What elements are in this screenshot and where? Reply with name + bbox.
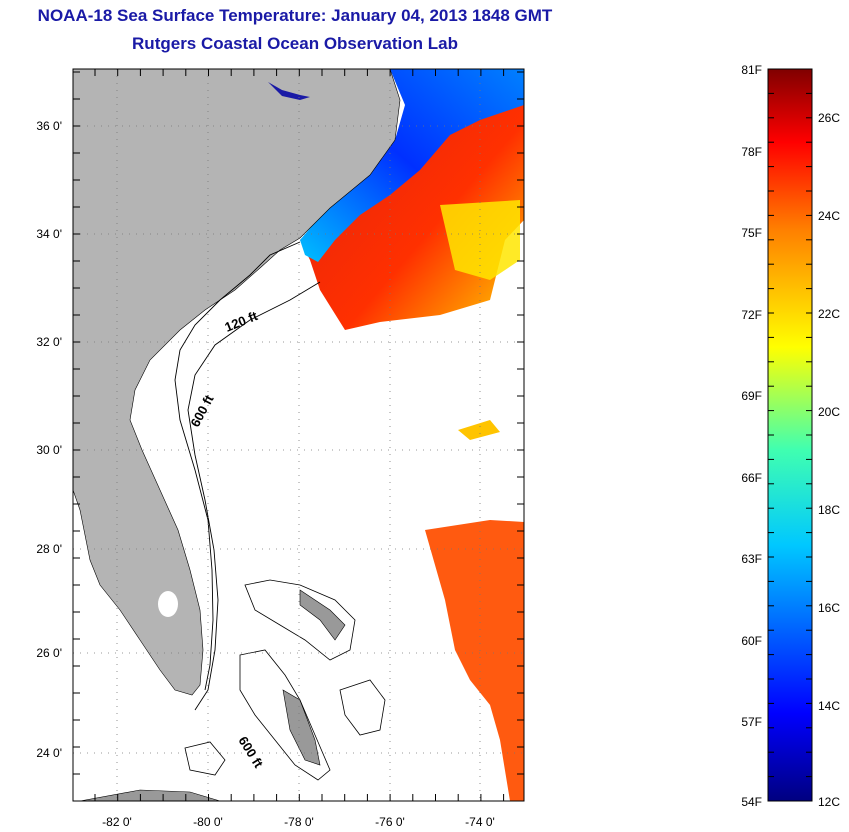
colorbar-f-label: 72F xyxy=(741,308,762,322)
lat-label: 32 0' xyxy=(36,335,62,349)
colorbar-f-label: 57F xyxy=(741,715,762,729)
lon-label: -80 0' xyxy=(193,815,223,829)
lat-label: 24 0' xyxy=(36,746,62,760)
colorbar-f-label: 81F xyxy=(741,63,762,77)
sst-swath-south xyxy=(425,520,524,801)
colorbar-ticks xyxy=(768,68,812,802)
map-frame xyxy=(72,68,525,802)
lon-label: -76 0' xyxy=(375,815,405,829)
lon-label: -78 0' xyxy=(284,815,314,829)
axis-ticks xyxy=(73,69,524,801)
colorbar-c-label: 18C xyxy=(818,503,840,517)
colorbar-c-label: 14C xyxy=(818,699,840,713)
graticule xyxy=(73,69,524,801)
lat-label: 30 0' xyxy=(36,443,62,457)
colorbar-f-label: 60F xyxy=(741,634,762,648)
map-title: NOAA-18 Sea Surface Temperature: January… xyxy=(37,6,553,25)
sst-warm-yellow-patch xyxy=(440,200,520,280)
contour-120ft xyxy=(174,241,301,691)
colorbar-f-label: 66F xyxy=(741,471,762,485)
lake xyxy=(158,591,178,617)
colorbar-c-label: 12C xyxy=(818,795,840,809)
contour-600ft xyxy=(187,281,321,711)
colorbar-f-label: 69F xyxy=(741,389,762,403)
colorbar-c-label: 16C xyxy=(818,601,840,615)
land-mainland xyxy=(73,69,401,696)
sst-small-patch xyxy=(458,420,500,440)
colorbar-c-label: 20C xyxy=(818,405,840,419)
colorbar-f-label: 75F xyxy=(741,226,762,240)
colorbar-c-label: 26C xyxy=(818,111,840,125)
lake-blue xyxy=(268,82,310,100)
contour-bahamas xyxy=(184,579,386,781)
lat-label: 28 0' xyxy=(36,542,62,556)
colorbar-f-label: 78F xyxy=(741,145,762,159)
colorbar-f-label: 63F xyxy=(741,552,762,566)
land-florida-keys xyxy=(79,789,221,801)
colorbar-c-label: 22C xyxy=(818,307,840,321)
lat-label: 26 0' xyxy=(36,646,62,660)
colorbar xyxy=(767,68,813,802)
lon-label: -82 0' xyxy=(102,815,132,829)
lat-label: 34 0' xyxy=(36,227,62,241)
lat-label: 36 0' xyxy=(36,119,62,133)
sst-cold-coastal-band xyxy=(300,69,524,262)
colorbar-c-label: 24C xyxy=(818,209,840,223)
map-subtitle: Rutgers Coastal Ocean Observation Lab xyxy=(132,34,458,53)
lon-label: -74 0' xyxy=(465,815,495,829)
colorbar-f-label: 54F xyxy=(741,795,762,809)
land-bahamas-north xyxy=(299,589,346,641)
